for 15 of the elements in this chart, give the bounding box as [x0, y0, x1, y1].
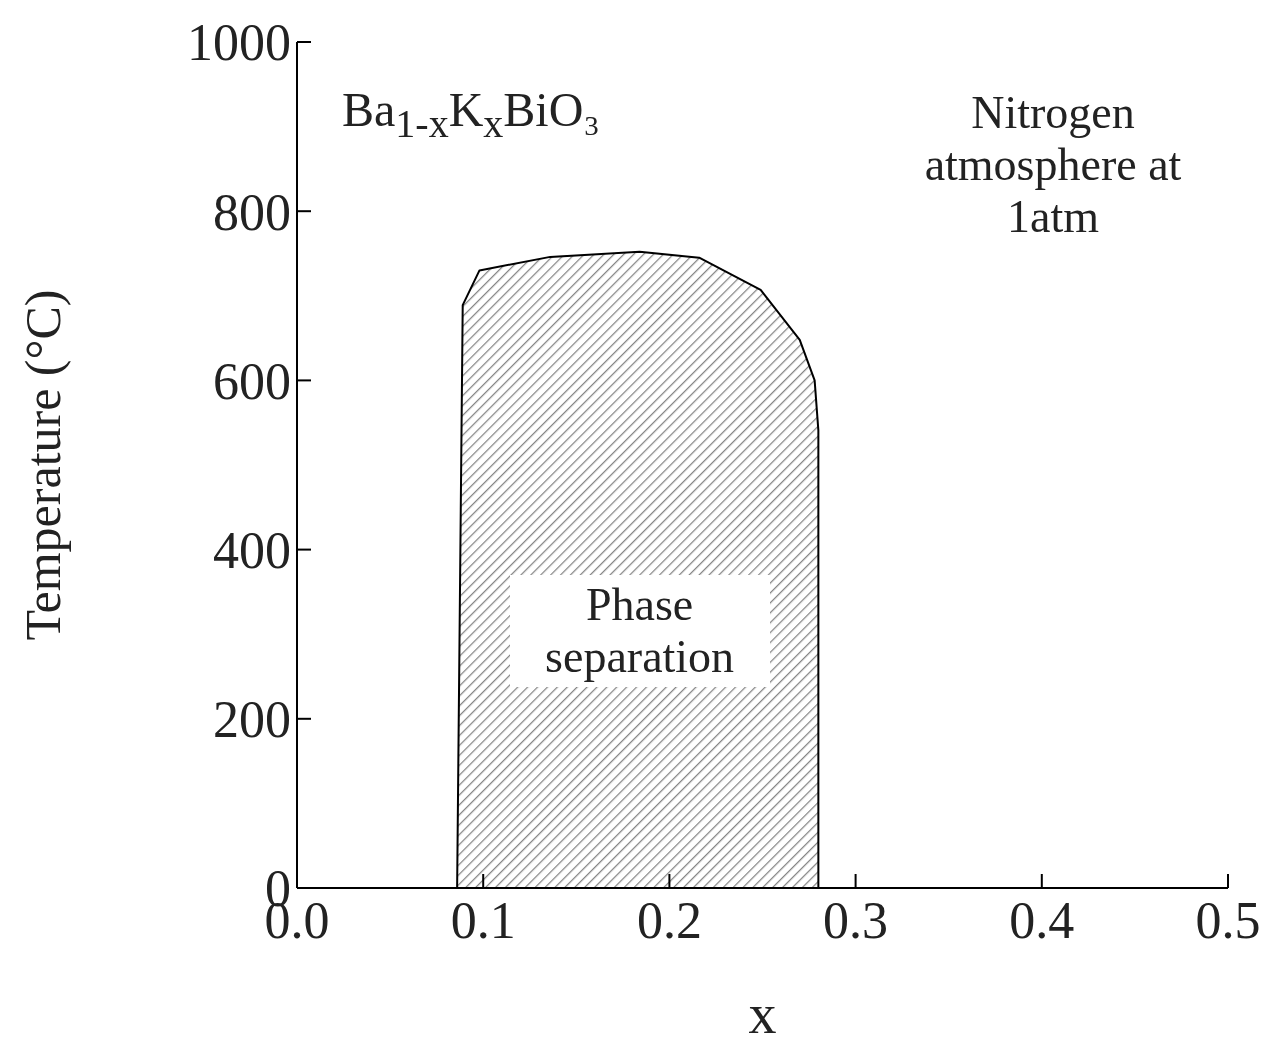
x-tick-label: 0.3	[823, 891, 889, 949]
y-tick-label: 800	[213, 183, 291, 241]
x-tick-label: 0.4	[1009, 891, 1075, 949]
text: Ba$_{1-x}$K$_{x}$BiO₃	[342, 82, 601, 147]
x-tick-label: 0.1	[450, 891, 516, 949]
annotation: Nitrogen atmosphere at 1atm	[923, 87, 1183, 243]
x-axis-title: x	[748, 983, 777, 1045]
x-tick-label: 0.5	[1195, 891, 1261, 949]
y-tick-label: 400	[213, 522, 291, 580]
y-tick-label: 600	[213, 352, 291, 410]
y-axis-title: Temperature (°C)	[14, 289, 71, 641]
x-tick-label: 0.2	[636, 891, 702, 949]
y-tick-label: 1000	[187, 14, 291, 72]
y-tick-label: 200	[213, 691, 291, 749]
annotation: Phase separation	[509, 574, 770, 687]
